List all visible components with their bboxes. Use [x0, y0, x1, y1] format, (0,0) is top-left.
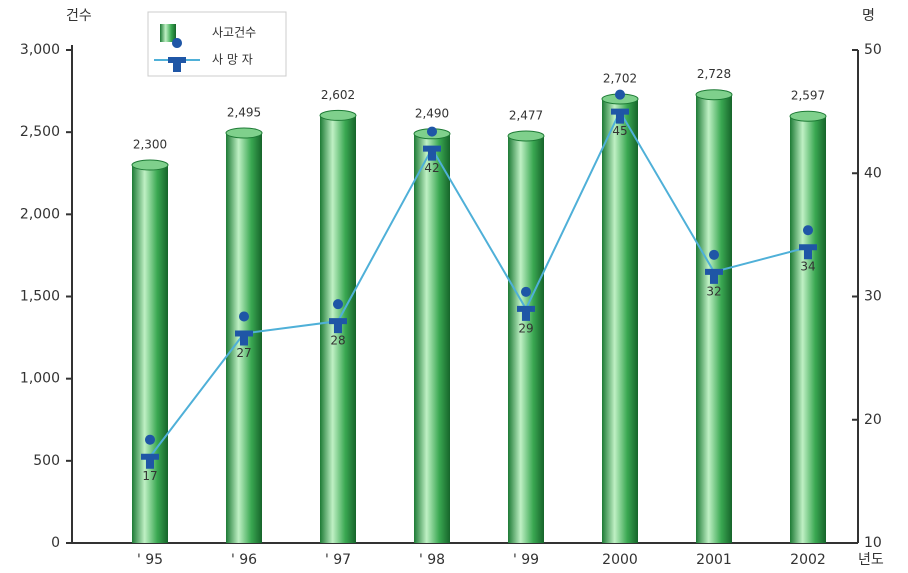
- line-marker: [141, 434, 159, 469]
- y-tick-label: 500: [33, 453, 60, 469]
- bar: [132, 165, 168, 544]
- line-value-label: 27: [236, 346, 251, 360]
- x-tick-label: 2001: [696, 552, 732, 568]
- y2-tick-label: 10: [864, 535, 882, 551]
- line-value-label: 34: [800, 260, 815, 274]
- x-tick-label: ' 96: [231, 552, 257, 568]
- line-value-label: 29: [518, 321, 533, 335]
- line-marker: [329, 299, 347, 334]
- bar-value-label: 2,728: [697, 67, 731, 81]
- line-value-label: 28: [330, 334, 345, 348]
- y-tick-label: 2,500: [20, 124, 60, 140]
- y2-tick-label: 30: [864, 289, 882, 305]
- line-marker: [235, 311, 253, 346]
- bar-top: [131, 159, 169, 171]
- line-value-label: 42: [424, 161, 439, 175]
- y2-tick-label: 50: [864, 42, 882, 58]
- line: [149, 109, 809, 458]
- line-marker: [611, 89, 629, 124]
- line-marker: [423, 126, 441, 161]
- y-tick-label: 3,000: [20, 42, 60, 58]
- bar: [508, 135, 544, 543]
- y2-tick-label: 20: [864, 412, 882, 428]
- y-tick-label: 1,000: [20, 371, 60, 387]
- bar-value-label: 2,702: [603, 71, 637, 85]
- bar-value-label: 2,477: [509, 108, 543, 122]
- legend-label: 사 망 자: [212, 53, 253, 67]
- bar: [414, 133, 450, 543]
- bar-value-label: 2,300: [133, 138, 167, 152]
- bar-top: [507, 130, 545, 142]
- y-tick-label: 0: [51, 535, 60, 551]
- x-tick-label: ' 99: [513, 552, 539, 568]
- bar: [602, 98, 638, 543]
- x-axis-label: 년도: [858, 552, 884, 568]
- bar-top: [225, 127, 263, 139]
- line-value-label: 17: [142, 469, 157, 483]
- x-tick-label: 2000: [602, 552, 638, 568]
- line-marker: [799, 225, 817, 260]
- legend-label: 사고건수: [212, 26, 256, 40]
- line-marker: [517, 286, 535, 321]
- bar: [696, 94, 732, 543]
- x-tick-label: ' 97: [325, 552, 351, 568]
- bar-value-label: 2,495: [227, 105, 261, 119]
- line-value-label: 45: [612, 124, 627, 138]
- bar-value-label: 2,597: [791, 89, 825, 103]
- y-axis-label: 건수: [66, 8, 92, 24]
- bar-value-label: 2,602: [321, 88, 355, 102]
- bar: [790, 116, 826, 544]
- bar-top: [695, 89, 733, 101]
- y2-axis-label: 명: [862, 8, 875, 24]
- x-tick-label: ' 98: [419, 552, 445, 568]
- line-marker: [705, 249, 723, 284]
- line-value-label: 32: [706, 284, 721, 298]
- legend-box: [147, 11, 287, 77]
- y-tick-label: 2,000: [20, 206, 60, 222]
- legend-swatch: [160, 24, 176, 42]
- bar-top: [319, 109, 357, 121]
- legend-marker: [168, 38, 186, 72]
- y-tick-label: 1,500: [20, 289, 60, 305]
- x-tick-label: 2002: [790, 552, 826, 568]
- bar-value-label: 2,490: [415, 106, 449, 120]
- y2-tick-label: 40: [864, 165, 882, 181]
- bar-top: [789, 110, 827, 122]
- x-tick-label: ' 95: [137, 552, 163, 568]
